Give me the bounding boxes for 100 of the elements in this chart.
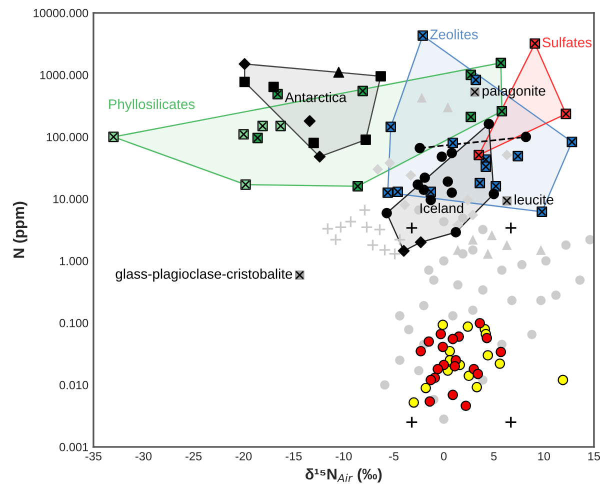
- point: [504, 416, 518, 428]
- point: [321, 222, 334, 235]
- point: [395, 311, 404, 320]
- point: [268, 82, 279, 92]
- point: [442, 102, 453, 112]
- point: [453, 280, 462, 290]
- point: [488, 188, 500, 200]
- x-tick-label: -35: [85, 452, 102, 460]
- point: [504, 222, 518, 234]
- point: [304, 115, 316, 128]
- point: [494, 358, 506, 369]
- point: [467, 210, 478, 220]
- point: [439, 256, 448, 266]
- point: [575, 275, 585, 285]
- point: [462, 194, 474, 206]
- point: [448, 334, 458, 344]
- point: [376, 71, 386, 82]
- point: [551, 290, 561, 300]
- x-tick-label: 10: [538, 452, 550, 460]
- point: [450, 227, 462, 238]
- x-tick-label: -30: [136, 452, 152, 460]
- series-label: Sulfates: [542, 37, 592, 48]
- point: [468, 306, 478, 315]
- point: [426, 374, 436, 386]
- x-tick-label: -20: [236, 452, 252, 460]
- point: [419, 300, 428, 310]
- point: [438, 342, 448, 352]
- point: [474, 318, 486, 328]
- point: [442, 176, 454, 187]
- point: [446, 148, 458, 158]
- point: [405, 170, 416, 181]
- point: [388, 248, 401, 260]
- point: [420, 172, 430, 183]
- point: [482, 350, 494, 361]
- point: [420, 382, 432, 394]
- point: [450, 361, 460, 372]
- x-tick-label: 15: [588, 452, 600, 460]
- point: [418, 184, 429, 196]
- point: [329, 233, 342, 246]
- series-label: Phyllosilicates: [109, 98, 195, 112]
- point: [496, 346, 506, 358]
- point: [520, 132, 532, 142]
- point: [486, 230, 497, 240]
- point: [458, 213, 468, 223]
- point: [438, 320, 448, 330]
- point: [439, 216, 448, 226]
- point: [478, 285, 488, 295]
- point: [416, 346, 426, 356]
- point: [372, 164, 384, 175]
- point: [497, 265, 507, 275]
- point: [436, 151, 448, 162]
- point: [448, 311, 458, 320]
- point: [414, 366, 424, 376]
- point: [484, 118, 494, 130]
- point: [380, 380, 390, 390]
- point: [378, 244, 391, 256]
- y-tick-label: 1000.000: [40, 70, 88, 80]
- point: [408, 397, 419, 408]
- x-tick-label: -25: [186, 452, 202, 460]
- point: [406, 222, 418, 234]
- point: [536, 296, 546, 306]
- point: [585, 235, 594, 244]
- point: [406, 416, 418, 428]
- point: [472, 382, 482, 392]
- point: [308, 138, 319, 148]
- point: [502, 240, 512, 250]
- point: [448, 390, 458, 400]
- y-tick-label: 0.100: [60, 318, 88, 328]
- point: [416, 92, 427, 103]
- point: [404, 324, 414, 334]
- point: [394, 233, 406, 246]
- point: [333, 66, 344, 78]
- point: [424, 265, 434, 275]
- point: [382, 208, 392, 218]
- point: [482, 332, 492, 344]
- point: [462, 321, 474, 332]
- point: [478, 224, 488, 234]
- x-tick-label: 5: [491, 452, 497, 460]
- series-label: Zeolites: [430, 29, 478, 40]
- y-tick-label: 100.000: [46, 132, 88, 142]
- point: [468, 245, 478, 255]
- point: [517, 260, 527, 270]
- x-tick-label: -5: [389, 452, 399, 460]
- point: [424, 396, 436, 407]
- point: [360, 220, 373, 234]
- point: [414, 142, 425, 154]
- point: [468, 234, 478, 245]
- point: [432, 364, 444, 374]
- y-tick-label: 0.010: [60, 380, 88, 390]
- y-tick-label: 10.000: [53, 194, 88, 204]
- series-label: Iceland: [420, 202, 464, 214]
- point: [501, 150, 512, 160]
- x-tick-label: -15: [286, 452, 302, 460]
- point: [399, 200, 410, 210]
- point: [239, 76, 250, 88]
- x-axis-title: δ¹⁵N$_{Air}$ (‰): [306, 468, 382, 483]
- y-tick-label: 0.001: [60, 442, 88, 452]
- point: [482, 248, 493, 259]
- annotation: glass-plagioclase-cristobalite: [116, 268, 292, 282]
- x-tick-label: 0: [440, 452, 447, 460]
